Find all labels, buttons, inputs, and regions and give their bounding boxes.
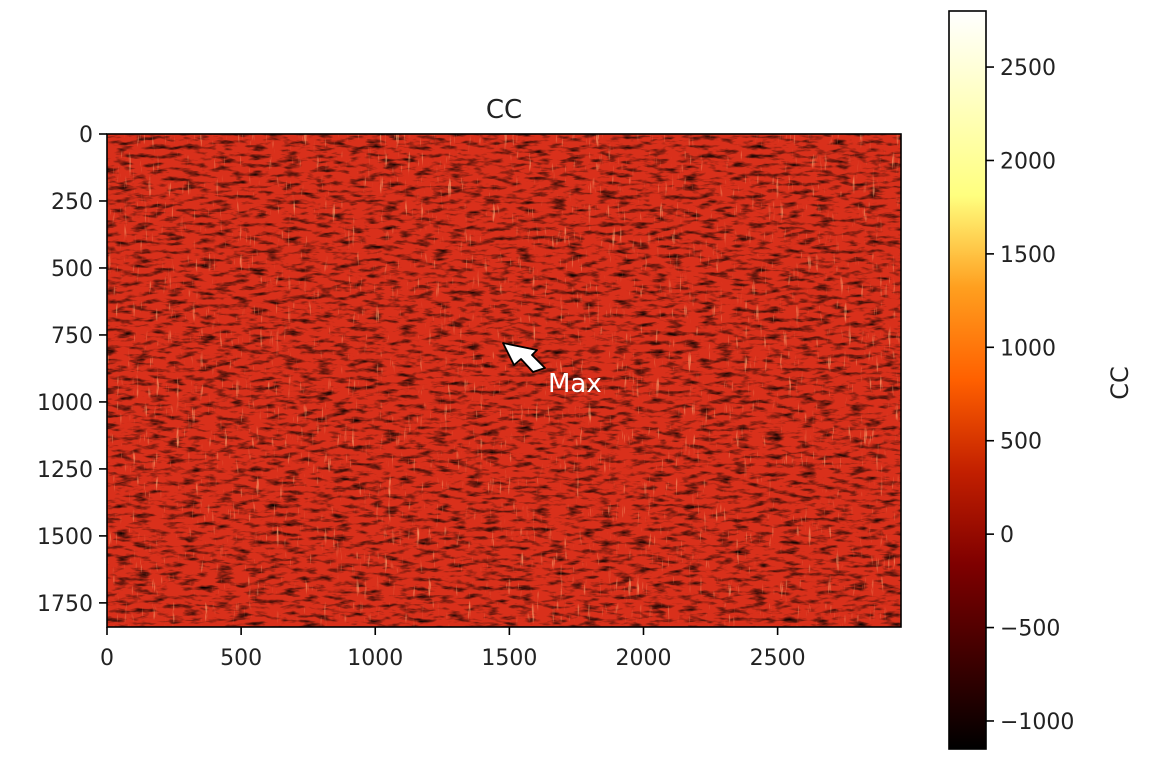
y-tick-label: 1500 — [37, 525, 93, 550]
y-tick-label: 750 — [51, 324, 93, 349]
x-tick-label: 1500 — [481, 646, 537, 671]
colorbar-tick-label: 1500 — [1000, 243, 1056, 268]
colorbar-tick-label: 2000 — [1000, 149, 1056, 174]
max-annotation: Max — [502, 342, 602, 399]
x-tick-label: 2000 — [615, 646, 671, 671]
colorbar-tick-label: 500 — [1000, 430, 1042, 455]
y-axis: 0 250 500 750 1000 1250 1500 1750 — [37, 123, 107, 617]
colorbar-tick-label: 2500 — [1000, 56, 1056, 81]
y-tick-label: 250 — [51, 190, 93, 215]
colorbar: −1000 −500 0 500 1000 1500 2000 2500 CC — [948, 10, 1134, 750]
colorbar-tick-label: 0 — [1000, 523, 1014, 548]
y-tick-label: 0 — [79, 123, 93, 148]
x-tick-label: 500 — [220, 646, 262, 671]
colorbar-tick-label: −1000 — [1000, 710, 1074, 735]
y-tick-label: 1750 — [37, 592, 93, 617]
y-tick-label: 500 — [51, 257, 93, 282]
x-tick-label: 1000 — [347, 646, 403, 671]
x-tick-label: 2500 — [750, 646, 806, 671]
colorbar-tick-label: 1000 — [1000, 336, 1056, 361]
y-tick-label: 1250 — [37, 458, 93, 483]
y-tick-label: 1000 — [37, 391, 93, 416]
heatmap-image — [106, 133, 902, 628]
max-arrow-icon — [502, 342, 546, 373]
colorbar-label: CC — [1106, 366, 1134, 400]
colorbar-tick-label: −500 — [1000, 617, 1060, 642]
chart-title: CC — [486, 95, 522, 125]
max-annotation-label: Max — [548, 369, 602, 399]
x-tick-label: 0 — [100, 646, 114, 671]
x-axis: 0 500 1000 1500 2000 2500 — [100, 627, 806, 671]
